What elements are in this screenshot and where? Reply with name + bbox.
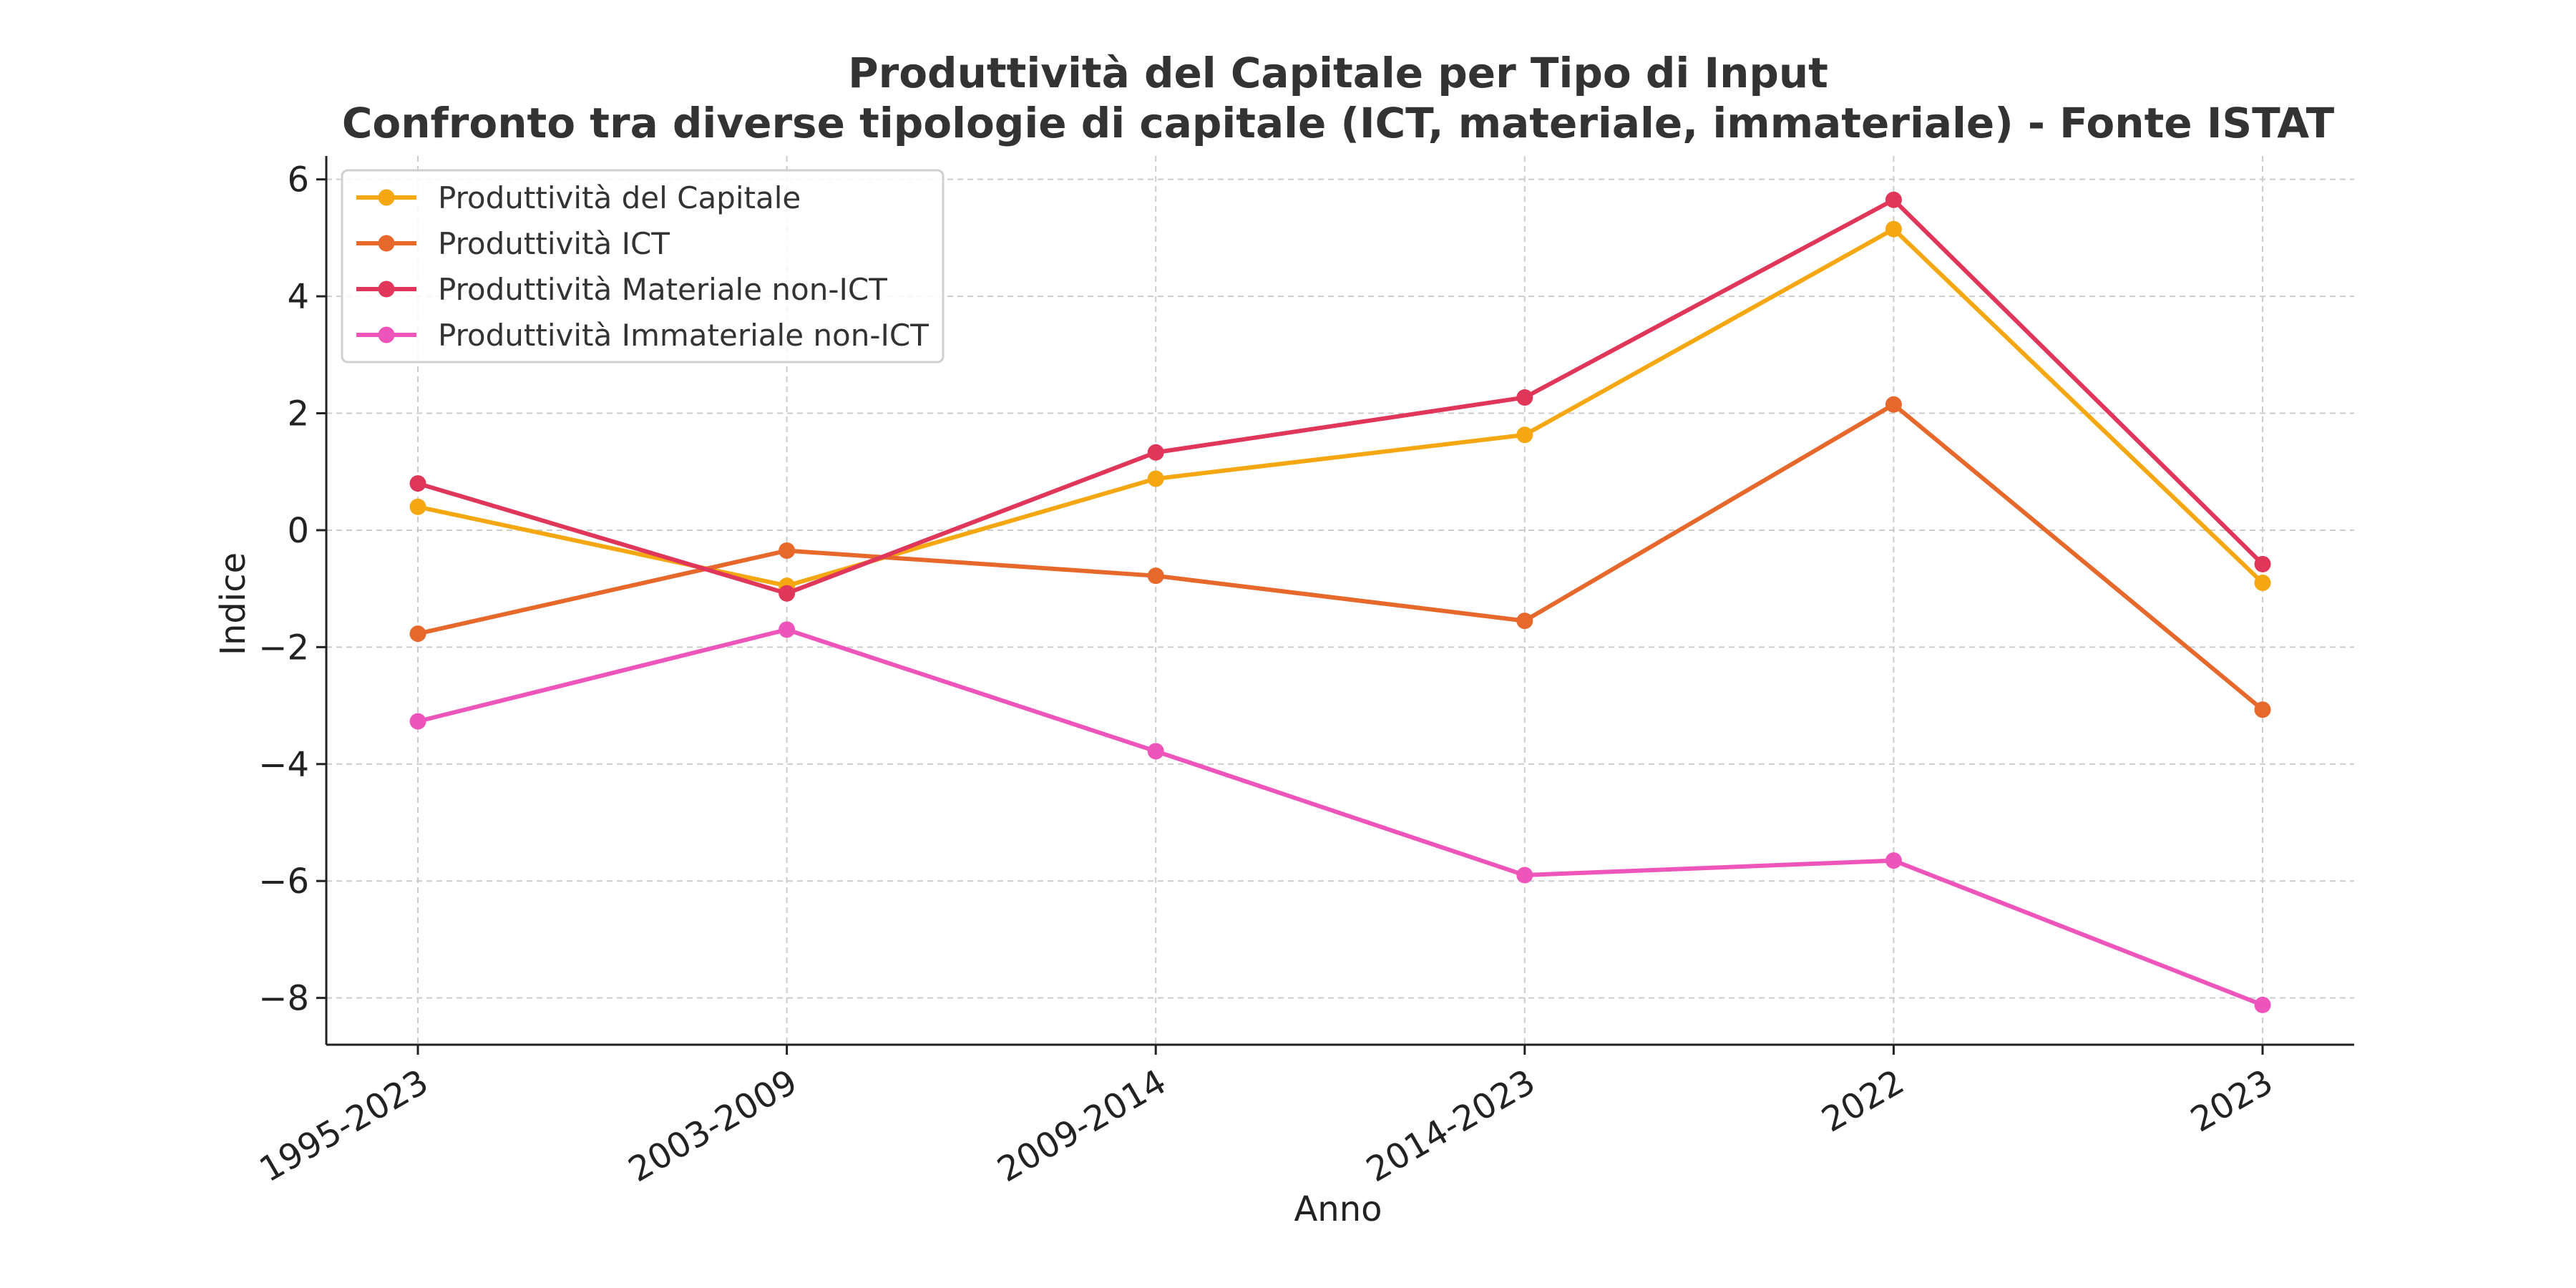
legend-swatch-marker (378, 189, 395, 206)
axes (325, 156, 2354, 1046)
series-3 (409, 191, 2271, 602)
data-point (1516, 867, 1533, 884)
data-point (1147, 470, 1164, 487)
legend-item: Produttività Materiale non-ICT (356, 272, 887, 307)
y-tick-label: 0 (287, 511, 309, 551)
data-point (2254, 996, 2271, 1013)
data-point (2254, 701, 2271, 718)
y-tick-label: 4 (287, 277, 309, 317)
legend-item: Produttività Immateriale non-ICT (356, 318, 929, 353)
legend-swatch-marker (378, 235, 395, 252)
legend-box (341, 169, 945, 364)
legend-label: Produttività Immateriale non-ICT (438, 318, 929, 353)
legend-item: Produttività ICT (356, 226, 670, 261)
data-point (779, 621, 796, 638)
series-line (417, 627, 2264, 1008)
data-point (1516, 426, 1533, 444)
legend-swatch-marker (378, 326, 395, 343)
legend-label: Produttività del Capitale (438, 180, 801, 215)
series-lines (409, 191, 2271, 1013)
data-point (1885, 220, 1902, 238)
data-point (409, 625, 426, 643)
series-line (417, 402, 2264, 712)
data-point (1147, 567, 1164, 585)
x-tick-label: 2009-2014 (991, 1062, 1174, 1190)
series-2 (409, 396, 2271, 718)
data-point (2254, 574, 2271, 591)
data-point (779, 585, 796, 602)
chart-title: Produttività del Capitale per Tipo di In… (848, 49, 1828, 97)
legend-label: Produttività Materiale non-ICT (438, 272, 887, 307)
x-ticks: 1995-2023 2003-2009 2009-2014 2014-2023 2022… (253, 1045, 2280, 1190)
series-4 (409, 621, 2271, 1013)
y-tick-label: 2 (287, 394, 309, 434)
data-point (1147, 743, 1164, 760)
data-point (409, 498, 426, 515)
x-tick-label: 2022 (1815, 1062, 1911, 1141)
y-tick-label: −6 (258, 862, 309, 902)
legend-item: Produttività del Capitale (356, 180, 801, 215)
x-tick-label: 2014-2023 (1360, 1062, 1542, 1190)
chart-subtitle: Confronto tra diverse tipologie di capit… (342, 99, 2335, 147)
x-axis-label: Anno (1294, 1189, 1382, 1229)
y-tick-label: 6 (287, 160, 309, 200)
x-tick-label: 1995-2023 (253, 1062, 435, 1190)
series-line (417, 227, 2265, 588)
data-point (1147, 444, 1164, 461)
data-point (1885, 852, 1902, 869)
legend-swatch-marker (378, 280, 395, 298)
data-point (779, 542, 796, 560)
x-tick-label: 2023 (2184, 1062, 2280, 1141)
series-line (417, 197, 2265, 596)
data-point (2254, 555, 2271, 572)
legend: Produttività del Capitale Produttività IC… (341, 169, 945, 364)
data-point (1885, 191, 1902, 208)
data-point (1885, 396, 1902, 413)
y-tick-label: −2 (258, 628, 309, 668)
y-axis-label: Indice (213, 552, 253, 655)
data-point (409, 713, 426, 730)
legend-label: Produttività ICT (438, 226, 670, 261)
x-tick-label: 2003-2009 (622, 1062, 804, 1190)
data-point (409, 475, 426, 492)
y-ticks: 6 4 2 0 −2 −4 −6 −8 (258, 160, 326, 1019)
y-tick-label: −4 (258, 745, 309, 785)
data-point (1516, 389, 1533, 406)
y-tick-label: −8 (258, 979, 309, 1019)
data-point (1516, 613, 1533, 630)
